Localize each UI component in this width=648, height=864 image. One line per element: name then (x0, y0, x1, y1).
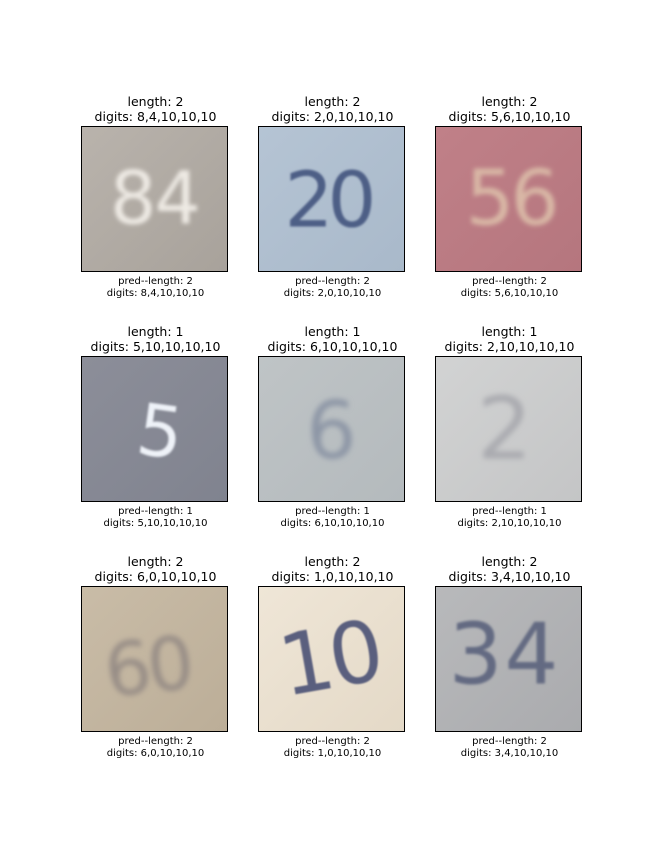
photo-background (82, 127, 227, 271)
pred-length-label: pred--length: 2 (472, 736, 547, 747)
digit-image: 56 (435, 126, 582, 272)
pred-length-label: pred--length: 1 (118, 506, 193, 517)
pred-length-label: pred--length: 2 (118, 736, 193, 747)
panel-title: length: 2 digits: 2,0,10,10,10 (244, 94, 421, 124)
pred-digits-label: digits: 2,10,10,10,10 (457, 518, 562, 529)
house-number-digits: 84 (110, 157, 199, 242)
pred-length-label: pred--length: 2 (472, 276, 547, 287)
house-number-digits: 56 (465, 155, 555, 244)
digit-image: 20 (258, 126, 405, 272)
true-digits-label: digits: 8,4,10,10,10 (94, 109, 217, 124)
house-number-digits: 34 (449, 606, 561, 705)
house-number-digits: 10 (272, 602, 388, 717)
prediction-caption: pred--length: 2 digits: 6,0,10,10,10 (67, 736, 244, 760)
true-length-label: length: 2 (127, 94, 184, 109)
house-number-digits: 20 (285, 156, 372, 245)
prediction-caption: pred--length: 2 digits: 1,0,10,10,10 (244, 736, 421, 760)
panel-title: length: 2 digits: 5,6,10,10,10 (421, 94, 598, 124)
digit-image: 5 (81, 356, 228, 502)
pred-digits-label: digits: 5,10,10,10,10 (103, 518, 208, 529)
digit-photo: 60 (82, 587, 227, 731)
pred-length-label: pred--length: 1 (472, 506, 547, 517)
true-digits-label: digits: 6,10,10,10,10 (267, 339, 398, 354)
digit-image: 2 (435, 356, 582, 502)
house-number-digits: 60 (101, 621, 194, 714)
prediction-caption: pred--length: 2 digits: 8,4,10,10,10 (67, 276, 244, 300)
true-length-label: length: 2 (481, 94, 538, 109)
prediction-caption: pred--length: 2 digits: 3,4,10,10,10 (421, 736, 598, 760)
prediction-caption: pred--length: 1 digits: 5,10,10,10,10 (67, 506, 244, 530)
true-digits-label: digits: 2,0,10,10,10 (271, 109, 394, 124)
photo-background (82, 587, 227, 731)
photo-background (436, 127, 581, 271)
digit-image: 34 (435, 586, 582, 732)
pred-digits-label: digits: 8,4,10,10,10 (106, 288, 205, 299)
digit-photo: 84 (82, 127, 227, 271)
true-digits-label: digits: 3,4,10,10,10 (448, 569, 571, 584)
true-digits-label: digits: 5,6,10,10,10 (448, 109, 571, 124)
photo-background (259, 357, 404, 501)
digit-photo: 10 (259, 587, 404, 731)
true-length-label: length: 2 (127, 554, 184, 569)
true-digits-label: digits: 5,10,10,10,10 (90, 339, 221, 354)
panel-title: length: 1 digits: 5,10,10,10,10 (67, 324, 244, 354)
pred-length-label: pred--length: 1 (295, 506, 370, 517)
photo-background (436, 587, 581, 731)
true-digits-label: digits: 2,10,10,10,10 (444, 339, 575, 354)
panel-title: length: 2 digits: 1,0,10,10,10 (244, 554, 421, 584)
digit-photo: 5 (82, 357, 227, 501)
true-length-label: length: 1 (304, 324, 361, 339)
true-digits-label: digits: 6,0,10,10,10 (94, 569, 217, 584)
house-number-digits: 6 (306, 385, 356, 477)
panel-title: length: 1 digits: 2,10,10,10,10 (421, 324, 598, 354)
pred-digits-label: digits: 3,4,10,10,10 (460, 748, 559, 759)
panel-title: length: 2 digits: 3,4,10,10,10 (421, 554, 598, 584)
true-length-label: length: 2 (304, 94, 361, 109)
photo-background (259, 587, 404, 731)
pred-length-label: pred--length: 2 (118, 276, 193, 287)
true-length-label: length: 2 (304, 554, 361, 569)
pred-digits-label: digits: 5,6,10,10,10 (460, 288, 559, 299)
pred-digits-label: digits: 2,0,10,10,10 (283, 288, 382, 299)
photo-background (82, 357, 227, 501)
true-digits-label: digits: 1,0,10,10,10 (271, 569, 394, 584)
house-number-digits: 2 (477, 379, 532, 480)
digit-photo: 6 (259, 357, 404, 501)
digit-image: 60 (81, 586, 228, 732)
pred-digits-label: digits: 1,0,10,10,10 (283, 748, 382, 759)
true-length-label: length: 1 (481, 324, 538, 339)
digit-photo: 34 (436, 587, 581, 731)
true-length-label: length: 2 (481, 554, 538, 569)
digit-image: 6 (258, 356, 405, 502)
prediction-caption: pred--length: 2 digits: 5,6,10,10,10 (421, 276, 598, 300)
prediction-caption: pred--length: 2 digits: 2,0,10,10,10 (244, 276, 421, 300)
digit-photo: 2 (436, 357, 581, 501)
digit-photo: 20 (259, 127, 404, 271)
prediction-caption: pred--length: 1 digits: 2,10,10,10,10 (421, 506, 598, 530)
pred-digits-label: digits: 6,10,10,10,10 (280, 518, 385, 529)
digit-image: 10 (258, 586, 405, 732)
true-length-label: length: 1 (127, 324, 184, 339)
photo-background (259, 127, 404, 271)
panel-title: length: 2 digits: 8,4,10,10,10 (67, 94, 244, 124)
panel-title: length: 1 digits: 6,10,10,10,10 (244, 324, 421, 354)
prediction-caption: pred--length: 1 digits: 6,10,10,10,10 (244, 506, 421, 530)
digit-image: 84 (81, 126, 228, 272)
pred-length-label: pred--length: 2 (295, 276, 370, 287)
pred-length-label: pred--length: 2 (295, 736, 370, 747)
photo-background (436, 357, 581, 501)
panel-title: length: 2 digits: 6,0,10,10,10 (67, 554, 244, 584)
digit-photo: 56 (436, 127, 581, 271)
pred-digits-label: digits: 6,0,10,10,10 (106, 748, 205, 759)
